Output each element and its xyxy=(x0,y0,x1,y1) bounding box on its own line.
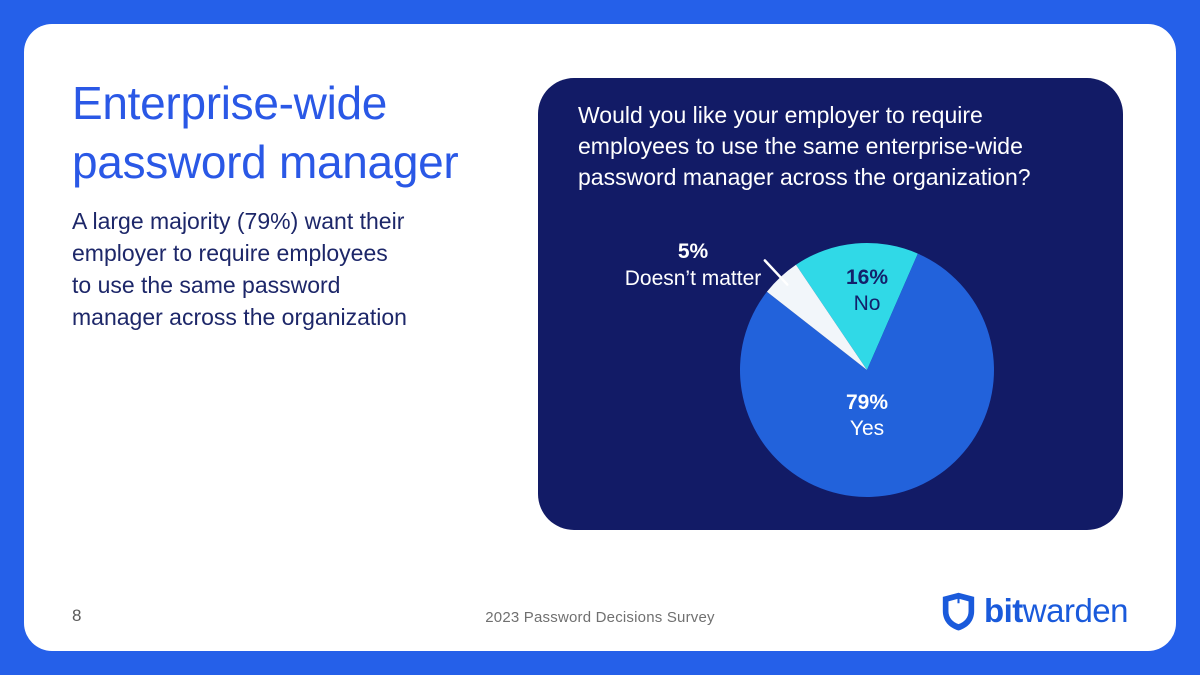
pie-chart xyxy=(739,242,994,497)
pie-value-doesnt-matter: 5% xyxy=(677,240,709,263)
wordmark-bit: bit xyxy=(983,592,1023,629)
page-number: 8 xyxy=(72,606,82,625)
slide-subtitle: A large majority (79%) want their employ… xyxy=(72,208,407,330)
pie-value-yes: 79% xyxy=(845,391,889,414)
pie-category-no: No xyxy=(853,292,881,315)
wordmark-warden: warden xyxy=(1022,592,1129,629)
pie-category-yes: Yes xyxy=(849,417,885,440)
pie-slice-doesn-t-matter xyxy=(766,264,867,370)
pie-slice-yes xyxy=(739,253,994,497)
pie-value-no: 16% xyxy=(845,266,889,289)
chart-card: Would you like your employer to require … xyxy=(538,78,1123,530)
chart-question: Would you like your employer to require … xyxy=(578,102,1031,190)
pie-label-doesnt-matter: 5% Doesn’t matter xyxy=(623,238,763,292)
pie-label-no: 16% No xyxy=(767,265,967,317)
callout-line-doesn-t-matter xyxy=(763,259,789,286)
bitwarden-wordmark: bitwarden xyxy=(983,592,1129,630)
pie-label-yes: 79% Yes xyxy=(767,390,967,442)
bitwarden-logo: bitwarden xyxy=(942,590,1129,632)
pie-category-doesnt-matter: Doesn’t matter xyxy=(624,267,762,290)
pie-slice-no xyxy=(795,242,918,370)
slide-canvas: Enterprise-wide password manager A large… xyxy=(24,24,1176,651)
slide-title: Enterprise-wide password manager xyxy=(72,77,459,188)
bitwarden-shield-icon xyxy=(942,592,975,630)
footer-title: 2023 Password Decisions Survey xyxy=(485,609,715,626)
